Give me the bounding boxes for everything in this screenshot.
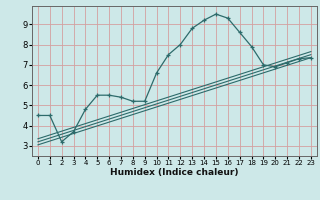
X-axis label: Humidex (Indice chaleur): Humidex (Indice chaleur) — [110, 168, 239, 177]
